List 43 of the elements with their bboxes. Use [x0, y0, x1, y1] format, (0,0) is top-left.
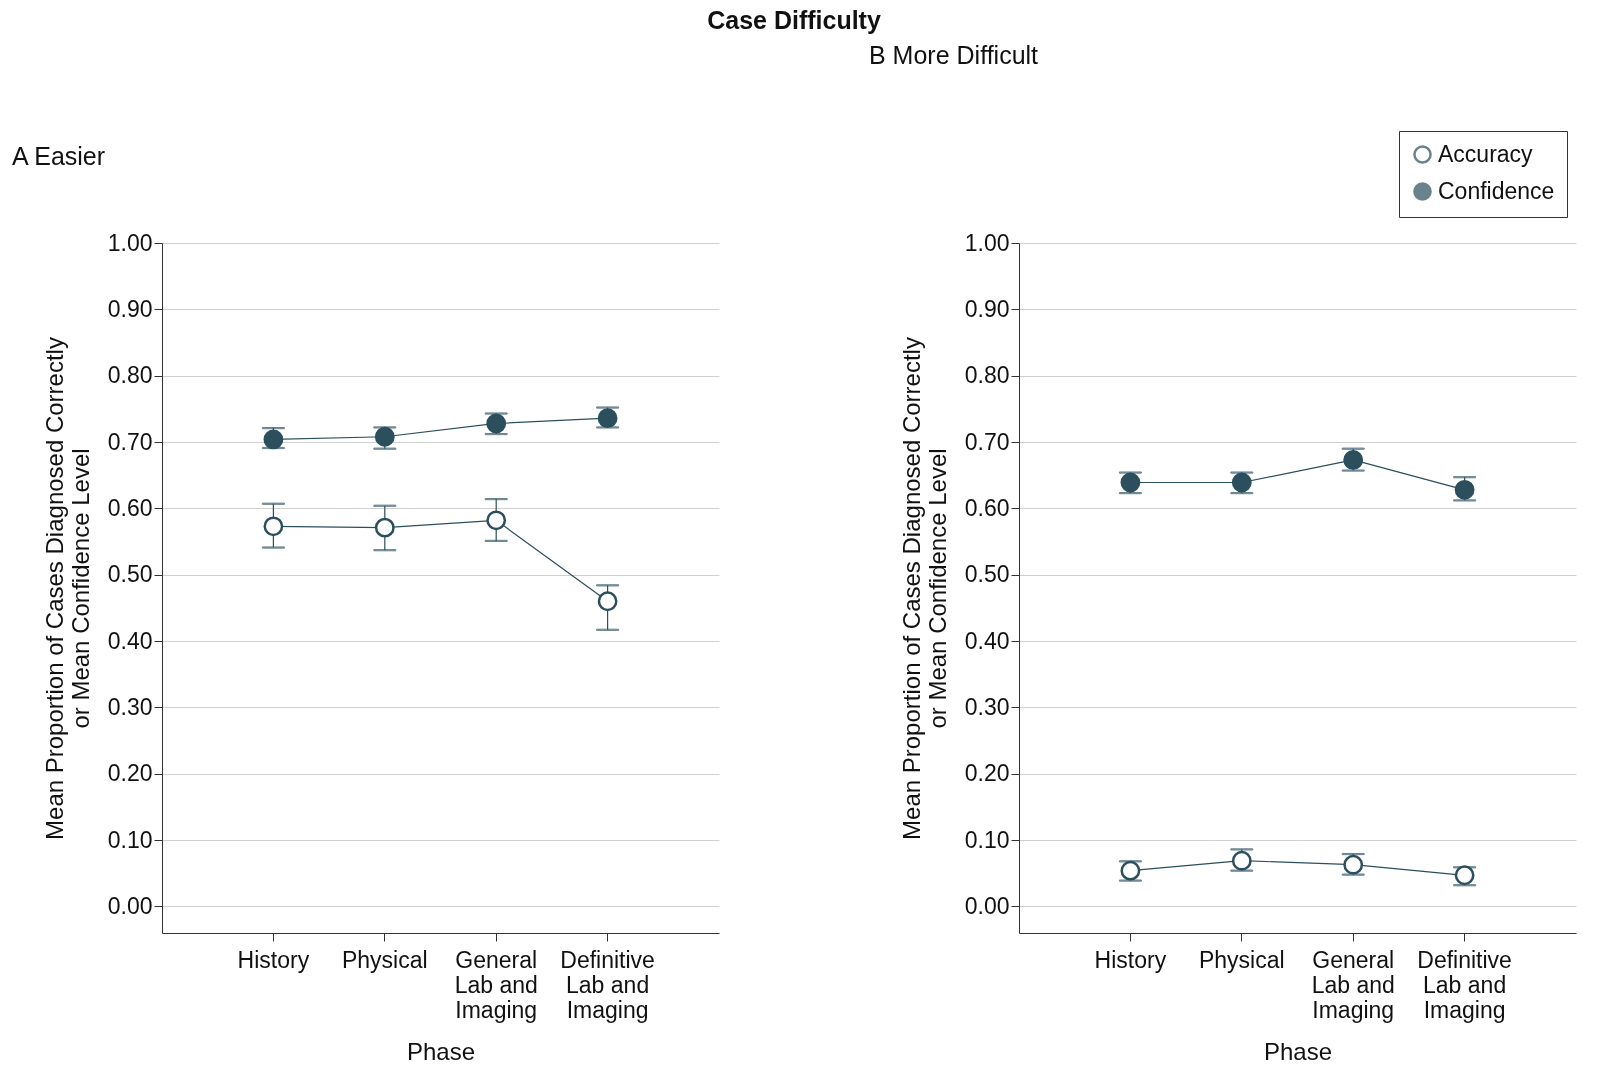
y-tick-label: 0.40	[107, 627, 153, 654]
y-tick-label: 0.80	[964, 362, 1010, 389]
y-tick-label: 1.00	[107, 229, 153, 256]
x-axis-title: Phase	[1263, 1037, 1333, 1065]
x-tick-label: General Lab and Imaging	[454, 946, 538, 1023]
y-tick-label: 0.50	[107, 561, 153, 588]
y-tick-label: 0.90	[964, 295, 1010, 322]
x-tick-label: Definitive Lab and Imaging	[1417, 946, 1512, 1023]
y-tick-label: 0.50	[964, 561, 1010, 588]
x-tick-label: Physical	[341, 946, 428, 973]
y-tick-label: 0.10	[964, 826, 1010, 853]
y-tick-label: 0.30	[107, 693, 153, 720]
x-tick-label: History	[1094, 946, 1167, 973]
text: Case Difficulty	[707, 5, 881, 34]
point	[597, 591, 618, 612]
point	[374, 517, 395, 538]
y-tick-label: 0.60	[107, 494, 153, 521]
y-tick-label: 0.90	[107, 295, 153, 322]
y-tick-label: 0.00	[107, 892, 153, 919]
point	[486, 510, 507, 531]
y-tick-label: 0.40	[964, 627, 1010, 654]
y-tick-label: 0.10	[107, 826, 153, 853]
y-tick-label: 0.20	[107, 760, 153, 787]
x-tick-label: History	[237, 946, 310, 973]
text: B More Difficult	[869, 40, 1039, 69]
y-tick-label: 0.60	[964, 494, 1010, 521]
y-tick-label: 0.80	[107, 362, 153, 389]
text: A Easier	[12, 142, 106, 170]
legend-label: Accuracy	[1438, 140, 1534, 167]
x-tick-label: General Lab and Imaging	[1311, 946, 1395, 1023]
y-tick-label: 0.20	[964, 760, 1010, 787]
point	[263, 516, 284, 537]
y-axis-title: Mean Proportion of Cases Diagnosed Correctly or Mean Confidence Level	[897, 337, 951, 840]
legend-label: Confidence	[1438, 177, 1555, 204]
y-tick-label: 0.00	[964, 892, 1010, 919]
x-axis-title: Phase	[406, 1037, 476, 1065]
y-tick-label: 0.30	[964, 693, 1010, 720]
y-tick-label: 0.70	[107, 428, 153, 455]
x-tick-label: Definitive Lab and Imaging	[560, 946, 655, 1023]
y-tick-label: 1.00	[964, 229, 1010, 256]
y-tick-label: 0.70	[964, 428, 1010, 455]
x-tick-label: Physical	[1198, 946, 1285, 973]
y-axis-title: Mean Proportion of Cases Diagnosed Correctly or Mean Confidence Level	[40, 337, 94, 840]
